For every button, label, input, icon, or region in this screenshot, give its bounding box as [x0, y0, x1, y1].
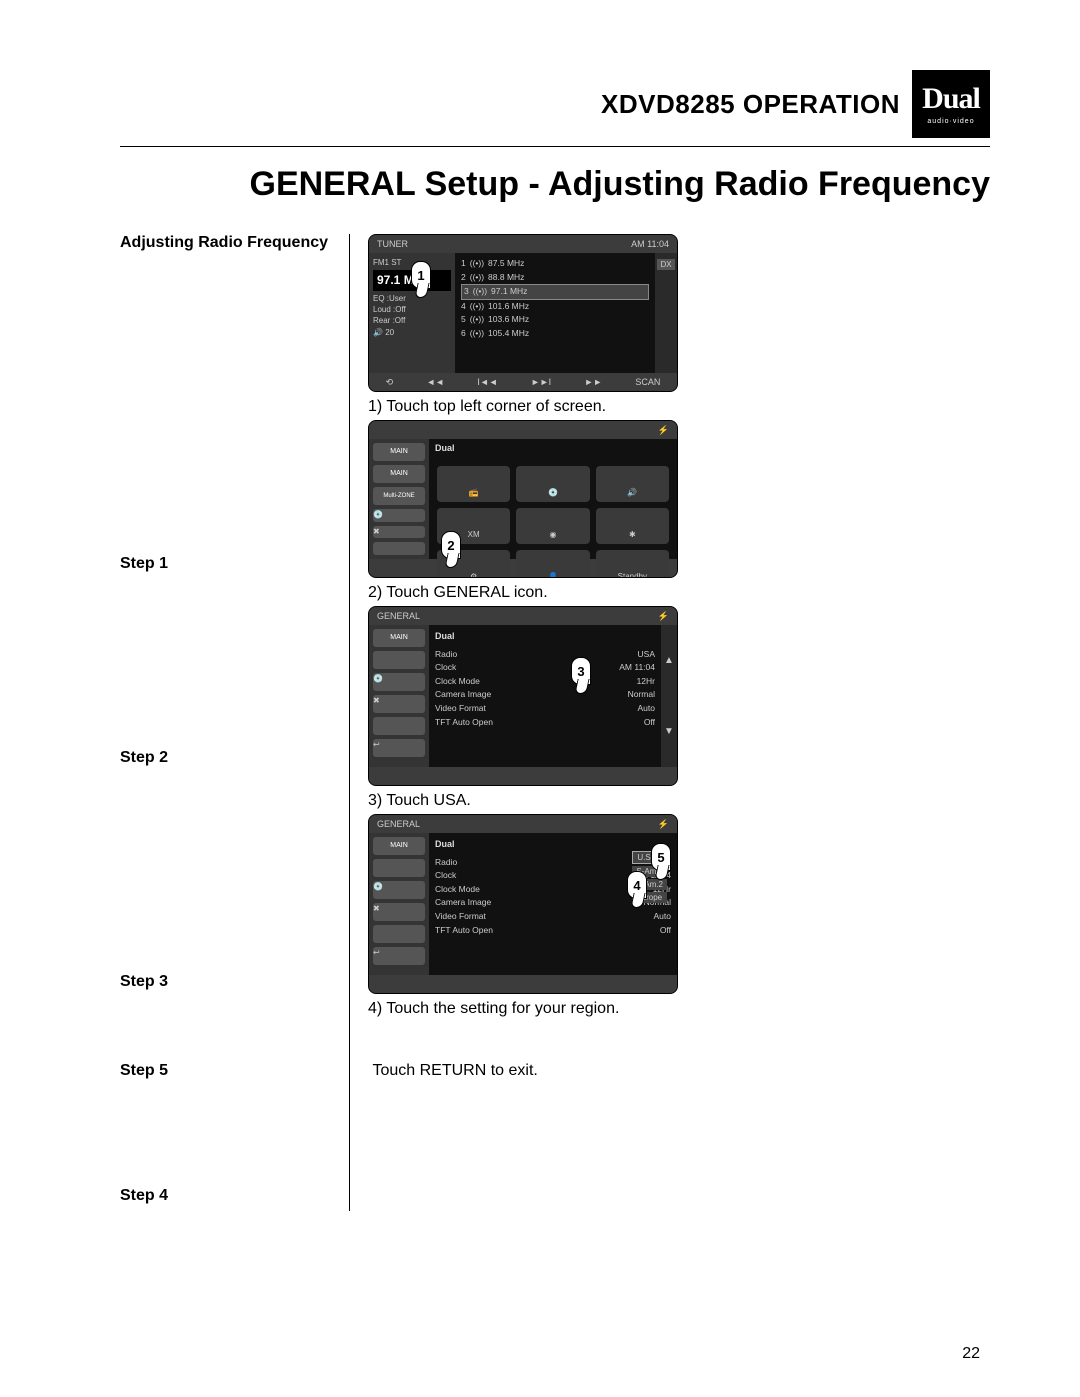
shot4-brand: Dual: [435, 839, 455, 849]
logo-main: Dual: [922, 84, 980, 114]
cell-icon: 📻: [437, 466, 510, 502]
shot3-side: MAIN 💿✖↩: [369, 625, 429, 767]
model-number: XDVD8285: [601, 89, 735, 119]
page-title: GENERAL Setup - Adjusting Radio Frequenc…: [120, 165, 990, 204]
callout-1: 1: [411, 261, 431, 289]
callout-5: 5: [651, 843, 671, 871]
shot1-eq: EQ :User: [373, 293, 451, 304]
caption-5: Touch RETURN to exit.: [372, 1062, 537, 1079]
step4-label: Step 4: [120, 997, 331, 1211]
cell-icon: ◉: [516, 508, 589, 544]
logo-sub: audio·video: [927, 118, 974, 125]
shot1-loud: Loud :Off: [373, 304, 451, 315]
brand-logo: Dual audio·video: [912, 70, 990, 138]
step5-row: Step 5 Touch RETURN to exit.: [120, 1062, 990, 1080]
content-two-col: Adjusting Radio Frequency Step 1 Step 2 …: [120, 234, 990, 1211]
header-text: XDVD8285 OPERATION: [601, 89, 900, 120]
shot4-side: MAIN 💿✖↩: [369, 833, 429, 975]
page-number: 22: [962, 1345, 980, 1363]
shot1-scan: SCAN: [635, 377, 660, 387]
shot2-grid: 📻 💿 🔊 XM ◉ ✱ ⚙ 👤 Standby: [429, 458, 677, 578]
step5-label: Step 5: [120, 1062, 180, 1080]
step3-label: Step 3: [120, 773, 331, 997]
section-label: Adjusting Radio Frequency: [120, 234, 331, 252]
cell-icon: 🔊: [596, 466, 669, 502]
shot3-top: GENERAL: [377, 611, 420, 621]
callout-3: 3: [571, 657, 591, 685]
screenshot-2: ⚡ MAIN MAIN Multi-ZONE 💿 ✖ Dual 📻 💿 🔊: [368, 420, 678, 578]
shot1-dx: DX: [657, 259, 674, 270]
shot2-brand: Dual: [435, 443, 455, 453]
cell-icon: 👤: [516, 550, 589, 578]
cell-icon: ✱: [596, 508, 669, 544]
operation-word: OPERATION: [743, 89, 900, 119]
screenshot-4: GENERAL⚡ MAIN 💿✖↩ Dual RadioUSA ClockAM …: [368, 814, 678, 994]
step2-label: Step 2: [120, 579, 331, 773]
callout-4: 4: [627, 871, 647, 899]
screenshot-1: TUNERAM 11:04 FM1 ST 97.1 MHz EQ :User L…: [368, 234, 678, 392]
shot1-topR: AM 11:04: [631, 239, 669, 249]
screenshot-3: GENERAL⚡ MAIN 💿✖↩ Dual RadioUSA ClockAM …: [368, 606, 678, 786]
cell-icon: 💿: [516, 466, 589, 502]
caption-2: 2) Touch GENERAL icon.: [368, 584, 990, 602]
shot3-brand: Dual: [435, 631, 455, 641]
cell-standby: Standby: [596, 550, 669, 578]
shot4-top: GENERAL: [377, 819, 420, 829]
right-column: TUNERAM 11:04 FM1 ST 97.1 MHz EQ :User L…: [350, 234, 990, 1211]
step1-label: Step 1: [120, 384, 331, 579]
shot1-vol: 🔊 20: [373, 327, 451, 338]
caption-3: 3) Touch USA.: [368, 792, 990, 810]
caption-4: 4) Touch the setting for your region.: [368, 1000, 990, 1018]
shot1-presets: 1((•))87.5 MHz 2((•))88.8 MHz 3((•))97.1…: [455, 253, 655, 373]
shot1-topL: TUNER: [377, 239, 408, 249]
shot2-side: MAIN MAIN Multi-ZONE 💿 ✖: [369, 439, 429, 559]
doc-header: XDVD8285 OPERATION Dual audio·video: [120, 70, 990, 138]
header-rule: [120, 146, 990, 147]
caption-1: 1) Touch top left corner of screen.: [368, 398, 990, 416]
callout-2: 2: [441, 531, 461, 559]
shot2-tab-main: MAIN: [373, 443, 425, 461]
shot1-rear: Rear :Off: [373, 315, 451, 326]
